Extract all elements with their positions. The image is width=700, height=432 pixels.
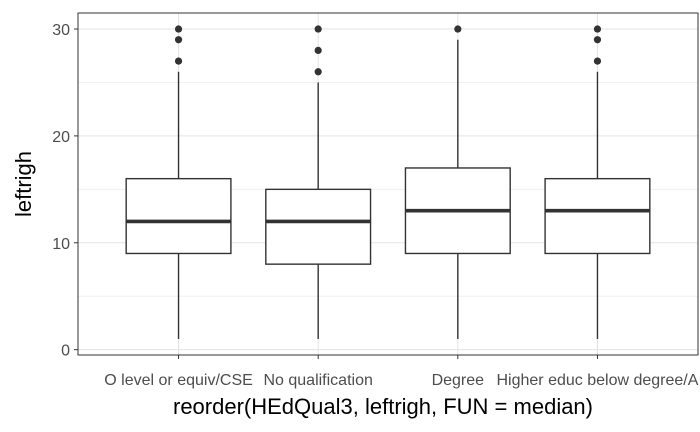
- x-tick-label: Degree: [432, 372, 485, 389]
- box-group: [265, 25, 372, 339]
- box-group: [544, 25, 651, 339]
- boxes-layer: [125, 25, 651, 339]
- box-group: [404, 25, 511, 339]
- x-tick-label: No qualification: [263, 372, 372, 389]
- x-tick-label: O level or equiv/CSE: [104, 372, 253, 389]
- y-tick-label: 20: [52, 129, 70, 146]
- x-tick-label: Higher educ below degree/A: [497, 372, 699, 389]
- x-axis-title: reorder(HEdQual3, leftrigh, FUN = median…: [173, 394, 593, 419]
- outlier-point: [174, 57, 183, 65]
- outlier-point: [174, 36, 183, 44]
- y-axis: 0 10 20 30: [52, 22, 78, 360]
- outlier-point: [593, 36, 602, 44]
- box-iqr: [265, 188, 372, 265]
- y-axis-title: leftrigh: [11, 151, 36, 217]
- box-group: [125, 25, 232, 339]
- outlier-point: [593, 57, 602, 65]
- box-iqr: [125, 177, 232, 255]
- outlier-point: [314, 46, 322, 55]
- outlier-point: [314, 68, 322, 76]
- outlier-point: [593, 25, 602, 33]
- panel-border: [77, 12, 699, 356]
- outlier-point: [454, 25, 462, 33]
- x-axis: O level or equiv/CSE No qualification Degr…: [104, 355, 699, 389]
- y-tick-label: 10: [52, 236, 70, 253]
- outlier-point: [174, 25, 183, 33]
- y-tick-label: 0: [61, 343, 70, 360]
- outlier-point: [314, 25, 322, 33]
- box-iqr: [544, 177, 651, 255]
- y-tick-label: 30: [52, 22, 70, 39]
